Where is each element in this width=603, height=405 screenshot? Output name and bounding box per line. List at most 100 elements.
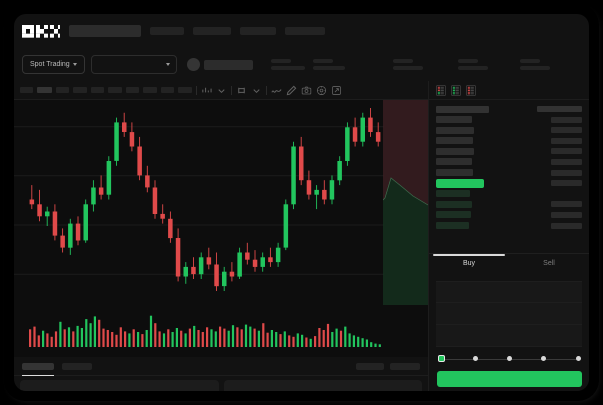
- orderbook-price-cell: [436, 158, 472, 166]
- market-depth-overlay: [383, 100, 428, 305]
- camera-icon[interactable]: [301, 85, 312, 96]
- orderbook-row-bid[interactable]: [436, 116, 582, 124]
- ticker-stat-change: [312, 59, 345, 70]
- interval-button-4[interactable]: [73, 87, 87, 93]
- amount-percent-slider[interactable]: [437, 354, 581, 364]
- interval-button-1[interactable]: [20, 87, 33, 93]
- candlestick-svg: [14, 108, 384, 291]
- orderbook-amount-cell: [551, 211, 582, 218]
- tab-buy[interactable]: Buy: [429, 254, 509, 272]
- orderbook-row-ask[interactable]: [436, 190, 582, 198]
- orderbook-row-bid[interactable]: [436, 137, 582, 145]
- orderbook-row-ask[interactable]: [436, 222, 582, 230]
- orderbook-row-ask[interactable]: [436, 200, 582, 208]
- ticker-stat-volume: [457, 59, 488, 70]
- compare-icon[interactable]: [236, 85, 247, 96]
- orderbook-price-cell: [436, 105, 489, 113]
- ticker-stat-high-low: [392, 59, 423, 70]
- orderbook-price-cell: [436, 137, 473, 145]
- orderbook-trade-panel: Buy Sell: [428, 81, 589, 391]
- interval-button-10[interactable]: [178, 87, 192, 93]
- orders-content-area: [14, 380, 428, 391]
- settings-icon[interactable]: [316, 85, 327, 96]
- tab-sell-label: Sell: [543, 260, 555, 267]
- orders-panel-right[interactable]: [223, 380, 422, 391]
- nav-menu-item-4[interactable]: [285, 27, 325, 35]
- pencil-icon[interactable]: [286, 85, 297, 96]
- global-search-skeleton[interactable]: [69, 25, 141, 37]
- price-candlestick-chart[interactable]: [14, 100, 428, 305]
- fullscreen-icon[interactable]: [331, 85, 342, 96]
- top-navigation-bar: [14, 14, 589, 48]
- indicator-icon[interactable]: [201, 85, 212, 96]
- chevron-down-icon[interactable]: [216, 85, 227, 96]
- volume-svg: [29, 315, 381, 347]
- tab-sell[interactable]: Sell: [509, 260, 589, 272]
- trading-pair-select[interactable]: [90, 55, 177, 74]
- orderbook-bids-icon[interactable]: [451, 84, 461, 96]
- orderbook-price-cell: [436, 222, 469, 230]
- order-amount-field[interactable]: [436, 303, 582, 325]
- orderbook-price-cell: [436, 190, 470, 198]
- interval-button-5[interactable]: [91, 87, 104, 93]
- orderbook-amount-cell: [551, 116, 582, 123]
- interval-button-6[interactable]: [108, 87, 122, 93]
- orderbook-price-cell: [436, 178, 484, 188]
- order-price-field[interactable]: [436, 281, 582, 303]
- orderbook-mode-bar: [429, 81, 589, 100]
- market-type-dropdown[interactable]: Spot Trading: [22, 55, 85, 74]
- volume-histogram[interactable]: [14, 305, 428, 357]
- orderbook-asks-icon[interactable]: [466, 84, 476, 96]
- nav-menu-item-1[interactable]: [150, 27, 184, 35]
- ticker-stat-turnover: [519, 59, 550, 70]
- orders-action-2[interactable]: [390, 362, 420, 370]
- interval-button-3[interactable]: [56, 87, 69, 93]
- orderbook-amount-cell: [551, 137, 582, 144]
- slider-stop-25[interactable]: [472, 356, 478, 361]
- orderbook-both-icon[interactable]: [436, 84, 446, 96]
- orderbook-amount-cell: [551, 158, 582, 165]
- orderbook-price-cell: [436, 116, 472, 124]
- orderbook-amount-cell: [551, 201, 582, 208]
- orderbook-row-bid[interactable]: [436, 147, 582, 155]
- market-type-label: Spot Trading: [30, 61, 70, 68]
- nav-menu-item-2[interactable]: [193, 27, 231, 35]
- orderbook-list[interactable]: [429, 100, 589, 230]
- orders-tab-bar: [14, 357, 428, 376]
- tab-order-history[interactable]: [62, 362, 92, 370]
- chevron-down-icon[interactable]: [251, 85, 262, 96]
- ticker-stat-price: [270, 59, 305, 70]
- orderbook-amount-cell: [551, 180, 582, 187]
- okx-logo-icon[interactable]: [22, 24, 60, 38]
- interval-button-8[interactable]: [143, 87, 157, 93]
- market-sub-header: Spot Trading: [14, 48, 589, 81]
- slider-handle[interactable]: [437, 355, 445, 362]
- interval-button-9[interactable]: [161, 87, 174, 93]
- orderbook-row-bid[interactable]: [436, 126, 582, 134]
- orderbook-amount-cell: [537, 106, 582, 112]
- line-chart-icon[interactable]: [271, 85, 282, 96]
- orders-action-1[interactable]: [356, 362, 384, 370]
- app-viewport: Spot Trading: [14, 14, 589, 391]
- tab-open-orders[interactable]: [22, 362, 54, 376]
- interval-button-2[interactable]: [37, 87, 52, 93]
- slider-stop-50[interactable]: [507, 356, 512, 361]
- orderbook-price-cell: [436, 211, 471, 219]
- orderbook-row-bid[interactable]: [436, 169, 582, 177]
- slider-stop-75[interactable]: [541, 356, 547, 361]
- orderbook-price-cell: [436, 126, 474, 134]
- orderbook-amount-cell: [551, 222, 582, 229]
- submit-order-button[interactable]: [437, 371, 582, 387]
- toolbar-divider: [196, 85, 197, 95]
- orderbook-amount-cell: [551, 127, 582, 134]
- orderbook-price-cell: [436, 147, 474, 155]
- nav-menu-item-3[interactable]: [240, 27, 276, 35]
- interval-button-7[interactable]: [126, 87, 139, 93]
- order-total-field[interactable]: [436, 325, 582, 347]
- orderbook-spread-row[interactable]: [436, 178, 582, 188]
- slider-stop-100[interactable]: [575, 356, 581, 361]
- orderbook-row-ask[interactable]: [436, 211, 582, 219]
- orders-panel-left[interactable]: [20, 380, 219, 391]
- orderbook-row-bid[interactable]: [436, 158, 582, 166]
- orderbook-column-headers[interactable]: [436, 105, 582, 113]
